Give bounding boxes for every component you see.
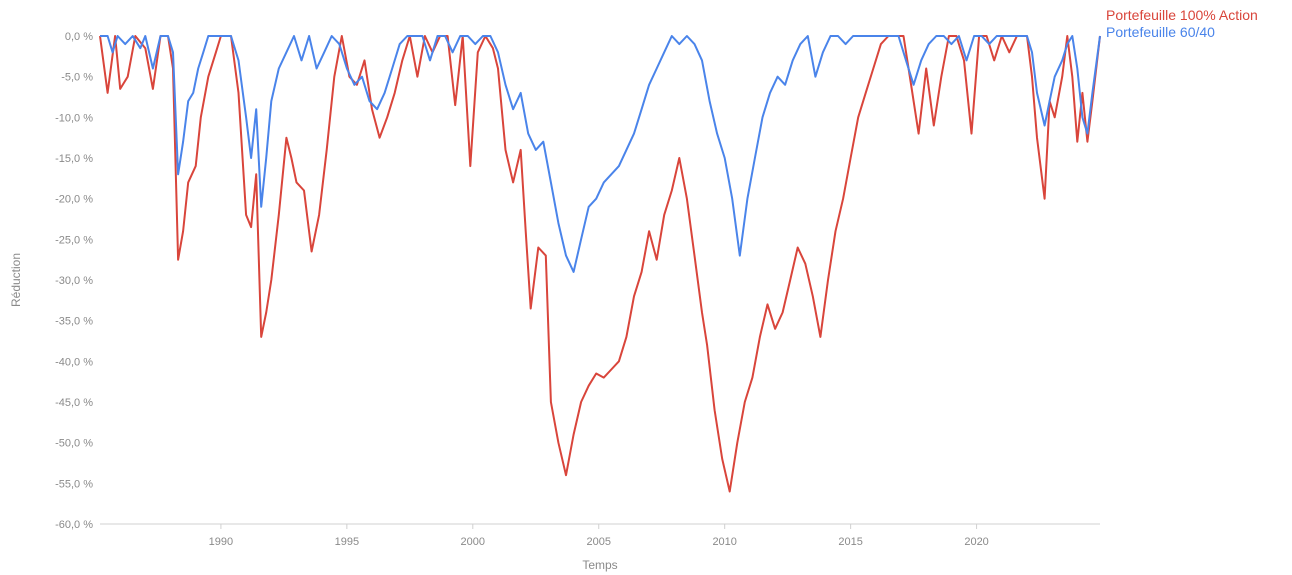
x-axis-ticks: 1990 1995 2000 2005 2010 2015 2020 (209, 524, 989, 548)
y-axis-label: Réduction (9, 253, 23, 307)
series-line-2 (100, 35, 1101, 273)
series-line-1 (99, 35, 1101, 493)
y-tick-label: -45,0 % (55, 397, 93, 409)
y-tick-label: -25,0 % (55, 234, 93, 246)
x-tick-label: 1990 (209, 536, 233, 548)
y-tick-label: -35,0 % (55, 316, 93, 328)
legend-item-1: Portefeuille 100% Action (1106, 7, 1258, 23)
legend-item-2: Portefeuille 60/40 (1106, 24, 1215, 40)
y-tick-label: -10,0 % (55, 112, 93, 124)
y-tick-label: -30,0 % (55, 275, 93, 287)
y-tick-label: -50,0 % (55, 438, 93, 450)
x-tick-label: 1995 (335, 536, 359, 548)
y-tick-label: 0,0 % (65, 31, 93, 43)
y-tick-label: -15,0 % (55, 153, 93, 165)
y-tick-label: -5,0 % (61, 72, 93, 84)
x-axis-label: Temps (582, 558, 617, 572)
y-tick-label: -40,0 % (55, 356, 93, 368)
x-tick-label: 2010 (712, 536, 736, 548)
y-axis-ticks: 0,0 % -5,0 % -10,0 % -15,0 % -20,0 % -25,0 % -… (55, 31, 93, 531)
y-tick-label: -60,0 % (55, 519, 93, 531)
series-layer (99, 35, 1101, 493)
y-tick-label: -55,0 % (55, 478, 93, 490)
y-tick-label: -20,0 % (55, 194, 93, 206)
x-tick-label: 2015 (838, 536, 862, 548)
x-tick-label: 2005 (586, 536, 610, 548)
x-tick-label: 2020 (964, 536, 988, 548)
x-tick-label: 2000 (461, 536, 485, 548)
